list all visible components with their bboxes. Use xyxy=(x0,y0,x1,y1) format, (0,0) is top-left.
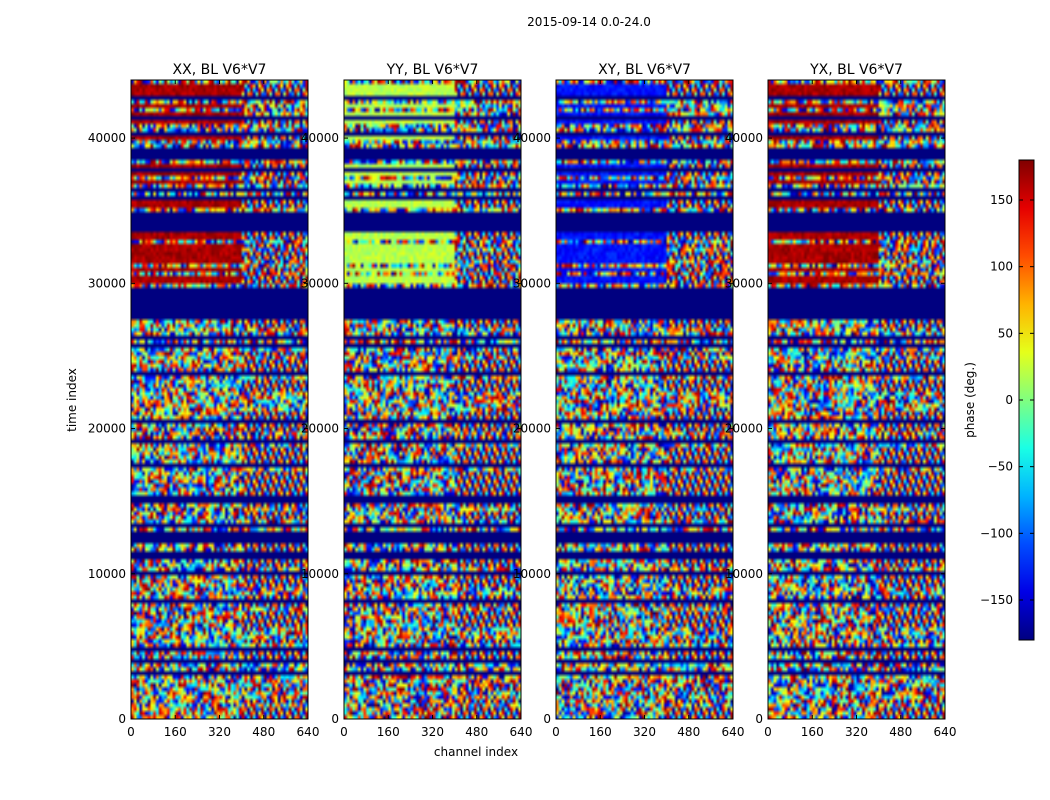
y-tick-label: 30000 xyxy=(725,276,763,290)
x-tick-label: 320 xyxy=(421,725,444,739)
heatmap-panel: XX, BL V6*V7 0 160 320 480 640 0 10000 20000 3000… xyxy=(88,62,320,739)
y-tick-label: 0 xyxy=(543,712,551,726)
colorbar-tick-label: −50 xyxy=(988,460,1013,474)
x-tick-label: 320 xyxy=(845,725,868,739)
colorbar-tick-label: 150 xyxy=(990,193,1013,207)
y-tick-label: 30000 xyxy=(301,276,339,290)
x-tick-label: 160 xyxy=(801,725,824,739)
x-tick-label: 640 xyxy=(297,725,320,739)
y-tick-label: 0 xyxy=(118,712,126,726)
heatmap-image xyxy=(556,80,733,719)
x-tick-label: 640 xyxy=(934,725,957,739)
x-tick-label: 640 xyxy=(722,725,745,739)
heatmap-panel: YX, BL V6*V7 0 160 320 480 640 0 10000 20000 3000… xyxy=(725,62,957,739)
x-tick-label: 320 xyxy=(633,725,656,739)
heatmap-image xyxy=(131,80,308,719)
x-tick-label: 0 xyxy=(127,725,135,739)
heatmap-panel: XY, BL V6*V7 0 160 320 480 640 0 10000 20000 3000… xyxy=(513,62,745,739)
colorbar-label: phase (deg.) xyxy=(963,362,977,438)
heatmap-image xyxy=(768,80,945,719)
x-tick-label: 0 xyxy=(764,725,772,739)
y-tick-label: 40000 xyxy=(88,131,126,145)
x-tick-label: 0 xyxy=(552,725,560,739)
y-tick-label: 20000 xyxy=(725,422,763,436)
y-tick-label: 40000 xyxy=(513,131,551,145)
panel-title: XX, BL V6*V7 xyxy=(173,62,267,78)
y-tick-label: 10000 xyxy=(88,567,126,581)
panels: XX, BL V6*V7 0 160 320 480 640 0 10000 20000 3000… xyxy=(88,62,957,739)
x-tick-label: 160 xyxy=(164,725,187,739)
colorbar-tick-label: 50 xyxy=(998,326,1013,340)
y-tick-label: 20000 xyxy=(301,422,339,436)
x-tick-label: 320 xyxy=(208,725,231,739)
y-tick-label: 20000 xyxy=(88,422,126,436)
panel-title: YY, BL V6*V7 xyxy=(386,62,479,78)
x-tick-label: 160 xyxy=(377,725,400,739)
panel-title: XY, BL V6*V7 xyxy=(598,62,691,78)
y-axis-label: time index xyxy=(65,368,79,432)
panel-title: YX, BL V6*V7 xyxy=(809,62,903,78)
x-tick-label: 160 xyxy=(589,725,612,739)
y-tick-label: 10000 xyxy=(725,567,763,581)
x-tick-label: 480 xyxy=(677,725,700,739)
colorbar-tick-label: −100 xyxy=(980,526,1013,540)
y-tick-label: 0 xyxy=(755,712,763,726)
colorbar-tick-label: 100 xyxy=(990,260,1013,274)
x-tick-label: 480 xyxy=(889,725,912,739)
x-tick-label: 480 xyxy=(465,725,488,739)
y-tick-label: 20000 xyxy=(513,422,551,436)
colorbar: 150 100 50 0 −50 −100 −150 xyxy=(980,159,1035,641)
heatmap-panel: YY, BL V6*V7 0 160 320 480 640 0 10000 20000 3000… xyxy=(301,62,533,739)
x-axis-label: channel index xyxy=(434,745,518,759)
y-tick-label: 40000 xyxy=(301,131,339,145)
y-tick-label: 10000 xyxy=(301,567,339,581)
y-tick-label: 30000 xyxy=(513,276,551,290)
y-tick-label: 10000 xyxy=(513,567,551,581)
heatmap-image xyxy=(344,80,521,719)
colorbar-tick-label: −150 xyxy=(980,593,1013,607)
x-tick-label: 0 xyxy=(340,725,348,739)
y-tick-label: 40000 xyxy=(725,131,763,145)
y-tick-label: 30000 xyxy=(88,276,126,290)
figure-suptitle: 2015-09-14 0.0-24.0 xyxy=(527,15,651,29)
colorbar-tick-label: 0 xyxy=(1005,393,1013,407)
y-tick-label: 0 xyxy=(331,712,339,726)
x-tick-label: 480 xyxy=(252,725,275,739)
x-tick-label: 640 xyxy=(510,725,533,739)
